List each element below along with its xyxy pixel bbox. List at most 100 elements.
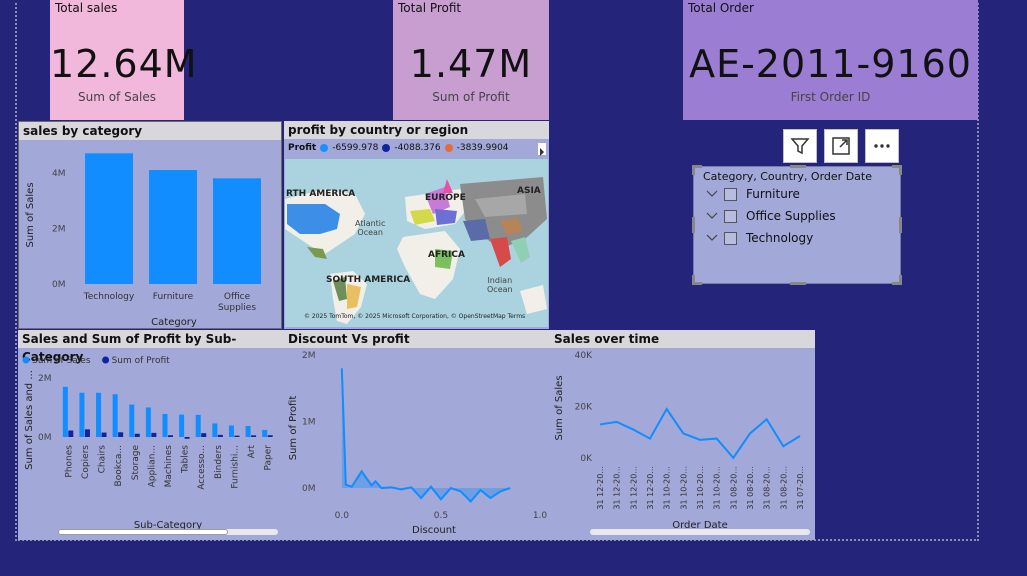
visual-title: Discount Vs profit — [284, 330, 550, 348]
resize-handle[interactable] — [692, 275, 695, 285]
x-tick-label: Furniture — [153, 292, 194, 302]
x-tick-label: 1.0 — [533, 511, 548, 521]
visual-title: sales by category — [19, 122, 281, 140]
series-line — [340, 368, 511, 503]
x-axis-title: Sub-Category — [134, 520, 202, 531]
sales-over-time-chart: 0K 20K 40K 31 12-20... 31 12-20... 31 12-20..… — [554, 351, 805, 531]
resize-handle[interactable] — [899, 217, 902, 233]
chevron-down-icon[interactable] — [706, 233, 718, 243]
x-tick-label: 31 10-20... — [713, 466, 722, 510]
checkbox[interactable] — [724, 187, 737, 201]
slicer-item-office-supplies[interactable]: Office Supplies — [706, 207, 836, 225]
map-attribution[interactable]: © 2025 TomTom, © 2025 Microsoft Corporat… — [304, 313, 526, 320]
map-label-asia: ASIA — [517, 186, 541, 196]
bar — [213, 178, 261, 284]
chevron-down-icon[interactable] — [706, 189, 718, 199]
legend-dot — [382, 144, 391, 152]
x-axis-title: Category — [151, 317, 197, 328]
legend-label: Sum of Sales — [32, 356, 91, 366]
resize-handle[interactable] — [692, 217, 695, 233]
bar — [228, 425, 234, 437]
legend-item: -4088.376 — [394, 143, 441, 153]
slicer-title: Category, Country, Order Date — [703, 170, 872, 183]
legend-dot — [102, 356, 110, 364]
map-nav-arrow-icon[interactable] — [538, 143, 546, 156]
y-tick-label: 2M — [52, 224, 66, 234]
kpi-value: 1.47M — [409, 42, 533, 86]
legend-item: -6599.978 — [332, 143, 379, 153]
bar — [162, 413, 168, 437]
profit-map-visual[interactable]: profit by country or region © 2025 TomTo… — [284, 121, 549, 329]
resize-handle[interactable] — [899, 275, 902, 285]
resize-handle[interactable] — [692, 165, 695, 175]
slicer-item-furniture[interactable]: Furniture — [706, 185, 800, 203]
discount-vs-profit-visual[interactable]: Discount Vs profit 0M 1M 2M 0.0 0.5 1.0 Discou… — [284, 330, 550, 540]
focus-mode-button[interactable] — [824, 129, 858, 163]
y-tick-label: 0M — [302, 484, 316, 494]
discount-vs-profit-chart: 0M 1M 2M 0.0 0.5 1.0 Discount Sum of Profit — [288, 351, 548, 536]
bar — [179, 414, 185, 437]
more-options-button[interactable] — [865, 129, 899, 163]
y-tick-label: 0M — [52, 280, 66, 290]
resize-handle[interactable] — [899, 165, 902, 175]
bar — [96, 392, 102, 437]
map-legend: Profit -6599.978 -4088.376 -3839.9904 — [288, 143, 509, 153]
x-tick-label: Binders — [214, 445, 224, 479]
kpi-card-total-order[interactable]: Total Order AE-2011-9160 First Order ID — [683, 0, 978, 120]
x-tick-label: 31 10-20... — [696, 466, 705, 510]
more-options-icon — [874, 144, 890, 148]
legend-item: -3839.9904 — [456, 143, 509, 153]
bar — [184, 437, 190, 439]
bar — [217, 434, 223, 437]
x-tick-label: 31 07-20... — [796, 466, 805, 510]
resize-handle[interactable] — [692, 282, 702, 285]
kpi-value: AE-2011-9160 — [689, 42, 972, 86]
x-tick-label: Applian... — [147, 445, 157, 487]
horizontal-scrollbar[interactable] — [590, 529, 810, 535]
filter-button[interactable] — [783, 129, 817, 163]
scrollbar-thumb[interactable] — [58, 529, 228, 535]
world-map[interactable] — [285, 159, 548, 327]
resize-handle[interactable] — [892, 282, 902, 285]
report-canvas — [15, 0, 979, 541]
bar — [118, 432, 124, 437]
subcategory-chart: Sum of Sales Sum of Profit 0M 2M Phones Copie… — [22, 356, 274, 531]
x-tick-label: Furnishi... — [230, 445, 240, 489]
resize-handle[interactable] — [790, 282, 806, 285]
x-tick-label: 31 08-20... — [779, 466, 788, 510]
bar — [267, 435, 273, 437]
checkbox[interactable] — [724, 231, 737, 245]
sales-by-category-visual[interactable]: sales by category 0M 2M 4M Technology Furnit… — [18, 121, 282, 329]
kpi-card-total-sales[interactable]: Total sales 12.64M Sum of Sales — [50, 0, 197, 120]
resize-handle[interactable] — [692, 165, 702, 168]
map-label-africa: AFRICA — [428, 250, 465, 260]
bar — [85, 153, 133, 284]
y-tick-label: 0M — [38, 433, 52, 443]
bar — [79, 392, 85, 437]
resize-handle[interactable] — [892, 165, 902, 168]
hierarchy-slicer[interactable]: Category, Country, Order Date Furniture … — [692, 165, 902, 285]
kpi-caption: Sum of Profit — [432, 90, 510, 104]
x-tick-label: Bookca... — [114, 445, 124, 486]
kpi-title: Total Profit — [398, 1, 462, 15]
focus-mode-icon — [832, 137, 850, 155]
x-tick-label: Tables — [181, 445, 191, 474]
checkbox[interactable] — [724, 209, 737, 223]
bar — [262, 429, 268, 437]
kpi-caption: First Order ID — [790, 90, 871, 104]
bar — [68, 430, 74, 437]
slicer-item-technology[interactable]: Technology — [706, 229, 813, 247]
y-tick-label: 0K — [580, 454, 593, 464]
sales-over-time-visual[interactable]: Sales over time 0K 20K 40K 31 12-20... 31 12… — [550, 330, 815, 540]
map-label-indian: Indian Ocean — [487, 276, 513, 294]
x-tick-label: 0.5 — [434, 511, 448, 521]
x-tick-label: Chairs — [98, 445, 108, 474]
kpi-card-total-profit[interactable]: Total Profit 1.47M Sum of Profit — [393, 0, 549, 120]
y-tick-label: 2M — [38, 374, 52, 384]
x-tick-label: 31 08-20... — [763, 466, 772, 510]
resize-handle[interactable] — [790, 165, 806, 168]
chevron-down-icon[interactable] — [706, 211, 718, 221]
legend-dot — [444, 144, 453, 152]
subcategory-visual[interactable]: Sales and Sum of Profit by Sub-Category … — [18, 330, 284, 540]
filter-icon — [790, 138, 810, 155]
